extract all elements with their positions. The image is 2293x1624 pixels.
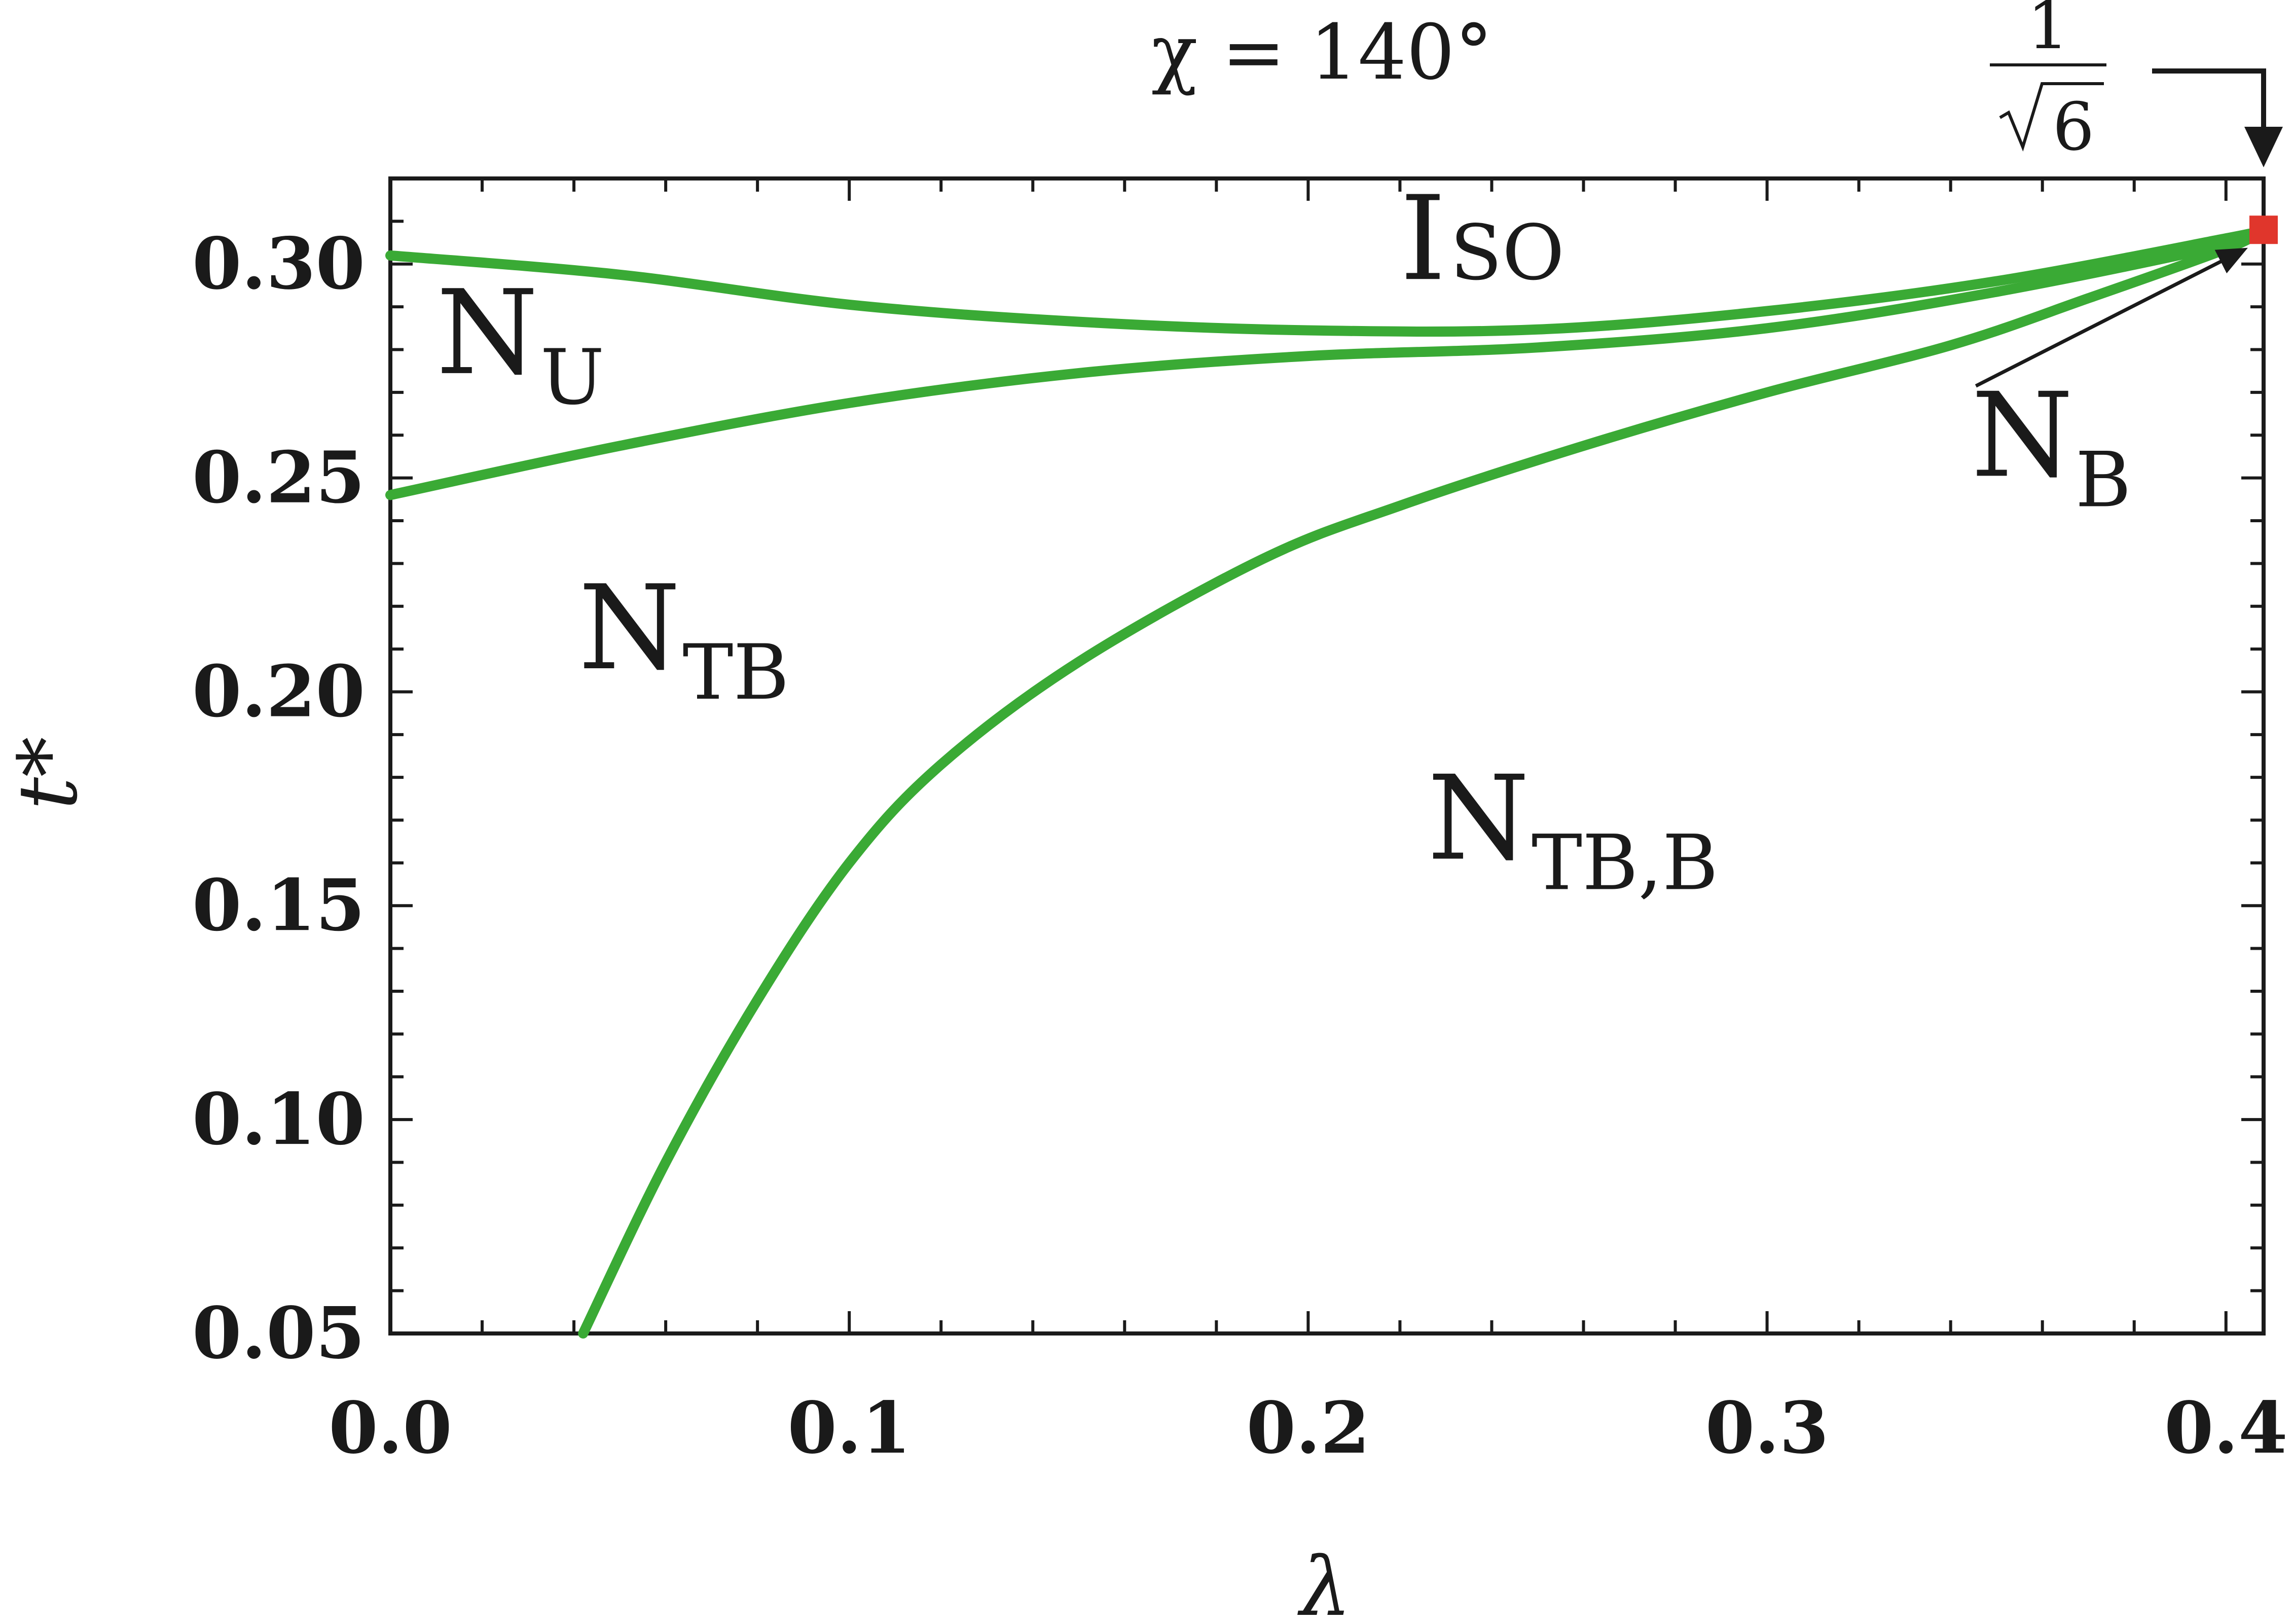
y-axis-title: t* xyxy=(1,737,95,810)
y-tick-label: 0.30 xyxy=(192,223,365,306)
phase-label-ntb: NTB xyxy=(578,561,789,717)
nb-pointer-arrow xyxy=(1975,248,2244,388)
y-axis: 0.05 0.10 0.15 0.20 0.25 0.30 xyxy=(192,177,2264,1375)
y-tick-label: 0.15 xyxy=(192,864,365,947)
phase-label-iso: ISO xyxy=(1400,171,1564,307)
fraction-numerator: 1 xyxy=(2027,0,2069,64)
x-axis-title: λ xyxy=(1297,1539,1351,1624)
top-arrow-head xyxy=(2244,127,2283,167)
phase-labels: ISO NU NTB NTB,B NB xyxy=(436,171,2131,907)
x-tick-label: 0.1 xyxy=(787,1387,911,1470)
x-tick-label: 0.2 xyxy=(1247,1387,1370,1470)
x-tick-label: 0.3 xyxy=(1705,1387,1829,1470)
y-tick-label: 0.20 xyxy=(192,650,365,733)
boundary-curve-lower xyxy=(578,225,2269,1339)
phase-boundaries xyxy=(385,215,2278,1339)
chart-title: χ = 140° xyxy=(1151,9,1493,97)
phase-label-nb: NB xyxy=(1971,368,2131,524)
sqrt-sign xyxy=(1999,82,2104,152)
x-axis: 0.0 0.1 0.2 0.3 0.4 xyxy=(329,178,2288,1470)
boundary-curve-upper xyxy=(385,225,2269,337)
x-tick-label: 0.0 xyxy=(329,1387,452,1470)
plot-border xyxy=(388,176,2266,1336)
biaxial-point-marker xyxy=(2249,215,2278,244)
y-tick-label: 0.05 xyxy=(192,1292,365,1375)
nb-arrow-head xyxy=(2214,247,2248,274)
plot-frame xyxy=(388,176,2266,1336)
fraction-denominator: 6 xyxy=(2053,88,2095,165)
y-tick-label: 0.10 xyxy=(192,1078,365,1161)
top-bent-arrow xyxy=(2152,68,2266,129)
phase-label-nu: NU xyxy=(436,266,605,422)
x-tick-label: 0.4 xyxy=(2164,1387,2288,1470)
y-tick-label: 0.25 xyxy=(192,437,365,520)
annotations: 16 xyxy=(1975,0,2283,388)
boundary-curve-middle xyxy=(385,225,2269,500)
phase-label-ntbb: NTB,B xyxy=(1428,751,1718,907)
